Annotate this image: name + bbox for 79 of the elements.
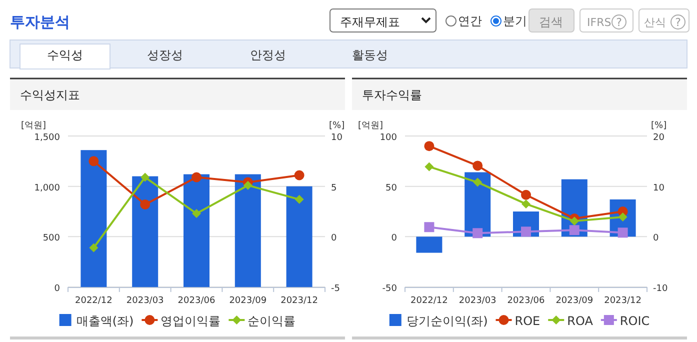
x-tick-label: 2022/12: [75, 296, 112, 306]
text: IFRS: [587, 16, 612, 29]
x-tick-label: 2023/06: [178, 296, 216, 306]
y2-tick-label: 10: [653, 183, 665, 194]
y2-tick-label: 0: [653, 234, 659, 244]
y2-tick-label: -5: [331, 284, 340, 294]
text: 분기: [503, 14, 527, 28]
point: [424, 141, 434, 152]
y2-axis-title: [%]: [651, 121, 667, 131]
y2-tick-label: 5: [331, 183, 337, 194]
point: [472, 228, 483, 238]
y-axis-title: [억원]: [21, 121, 46, 131]
text: ?: [616, 16, 622, 29]
y-tick-label: 0: [54, 284, 60, 294]
legend-label: 순이익률: [248, 314, 296, 328]
point: [618, 228, 628, 238]
y2-tick-label: -10: [653, 284, 668, 294]
text: 주재무제표: [340, 15, 400, 29]
point: [521, 226, 531, 237]
bar: [234, 174, 261, 287]
y-axis-title: [억원]: [358, 121, 384, 131]
point: [569, 225, 580, 236]
y-tick-label: 500: [42, 234, 60, 244]
bar: [132, 176, 158, 287]
y2-tick-label: 20: [653, 133, 665, 143]
x-tick-label: 2023/12: [280, 296, 318, 306]
point: [294, 170, 304, 180]
text: 수익성: [47, 48, 83, 62]
point: [570, 216, 579, 226]
text: 산식: [644, 16, 666, 29]
text: 연간: [458, 14, 482, 28]
x-tick-label: 2023/12: [604, 296, 642, 306]
point: [521, 190, 531, 200]
point: [424, 162, 434, 172]
bar: [184, 174, 210, 287]
point: [89, 243, 98, 252]
text: 안정성: [250, 48, 286, 62]
point: [522, 199, 530, 208]
y-tick-label: 100: [380, 133, 398, 143]
text: ?: [675, 16, 682, 29]
legend-label: 당기순이익(좌): [406, 314, 488, 328]
y-tick-label: 50: [386, 183, 398, 194]
y2-tick-label: 0: [331, 234, 337, 244]
point: [473, 178, 482, 187]
y-tick-label: 0: [391, 234, 398, 244]
x-tick-label: 2022/12: [410, 296, 448, 306]
point: [192, 209, 201, 218]
x-tick-label: 2023/03: [458, 296, 496, 306]
text: 검색: [539, 15, 563, 29]
legend-label: ROE: [514, 314, 540, 328]
y2-axis-title: [%]: [329, 121, 345, 131]
bar: [80, 150, 107, 287]
point: [192, 172, 202, 182]
point: [140, 199, 150, 210]
bar: [286, 186, 312, 287]
x-tick-label: 2023/09: [229, 296, 267, 306]
text: 투자분석: [10, 13, 70, 31]
y2-tick-label: 10: [331, 133, 343, 143]
text: 활동성: [352, 48, 388, 62]
chart-title: 수익성지표: [20, 88, 80, 102]
point: [243, 180, 252, 190]
y-tick-label: -50: [382, 284, 398, 294]
text: 성장성: [147, 48, 183, 62]
legend-label: 매출액(좌): [76, 314, 134, 328]
y-tick-label: 1,500: [34, 133, 60, 143]
legend-label: 영업이익률: [160, 314, 221, 328]
y-tick-label: 1,000: [34, 183, 60, 194]
chart-title: 투자수익률: [362, 88, 422, 102]
x-tick-label: 2023/09: [556, 296, 594, 306]
legend-label: ROA: [567, 314, 594, 328]
x-tick-label: 2023/03: [126, 296, 164, 306]
point: [140, 172, 150, 182]
point: [424, 222, 434, 232]
legend-label: ROIC: [620, 314, 650, 328]
point: [472, 160, 483, 171]
x-tick-label: 2023/06: [507, 296, 545, 306]
bar: [416, 236, 442, 253]
point: [88, 156, 99, 166]
point: [294, 194, 304, 204]
